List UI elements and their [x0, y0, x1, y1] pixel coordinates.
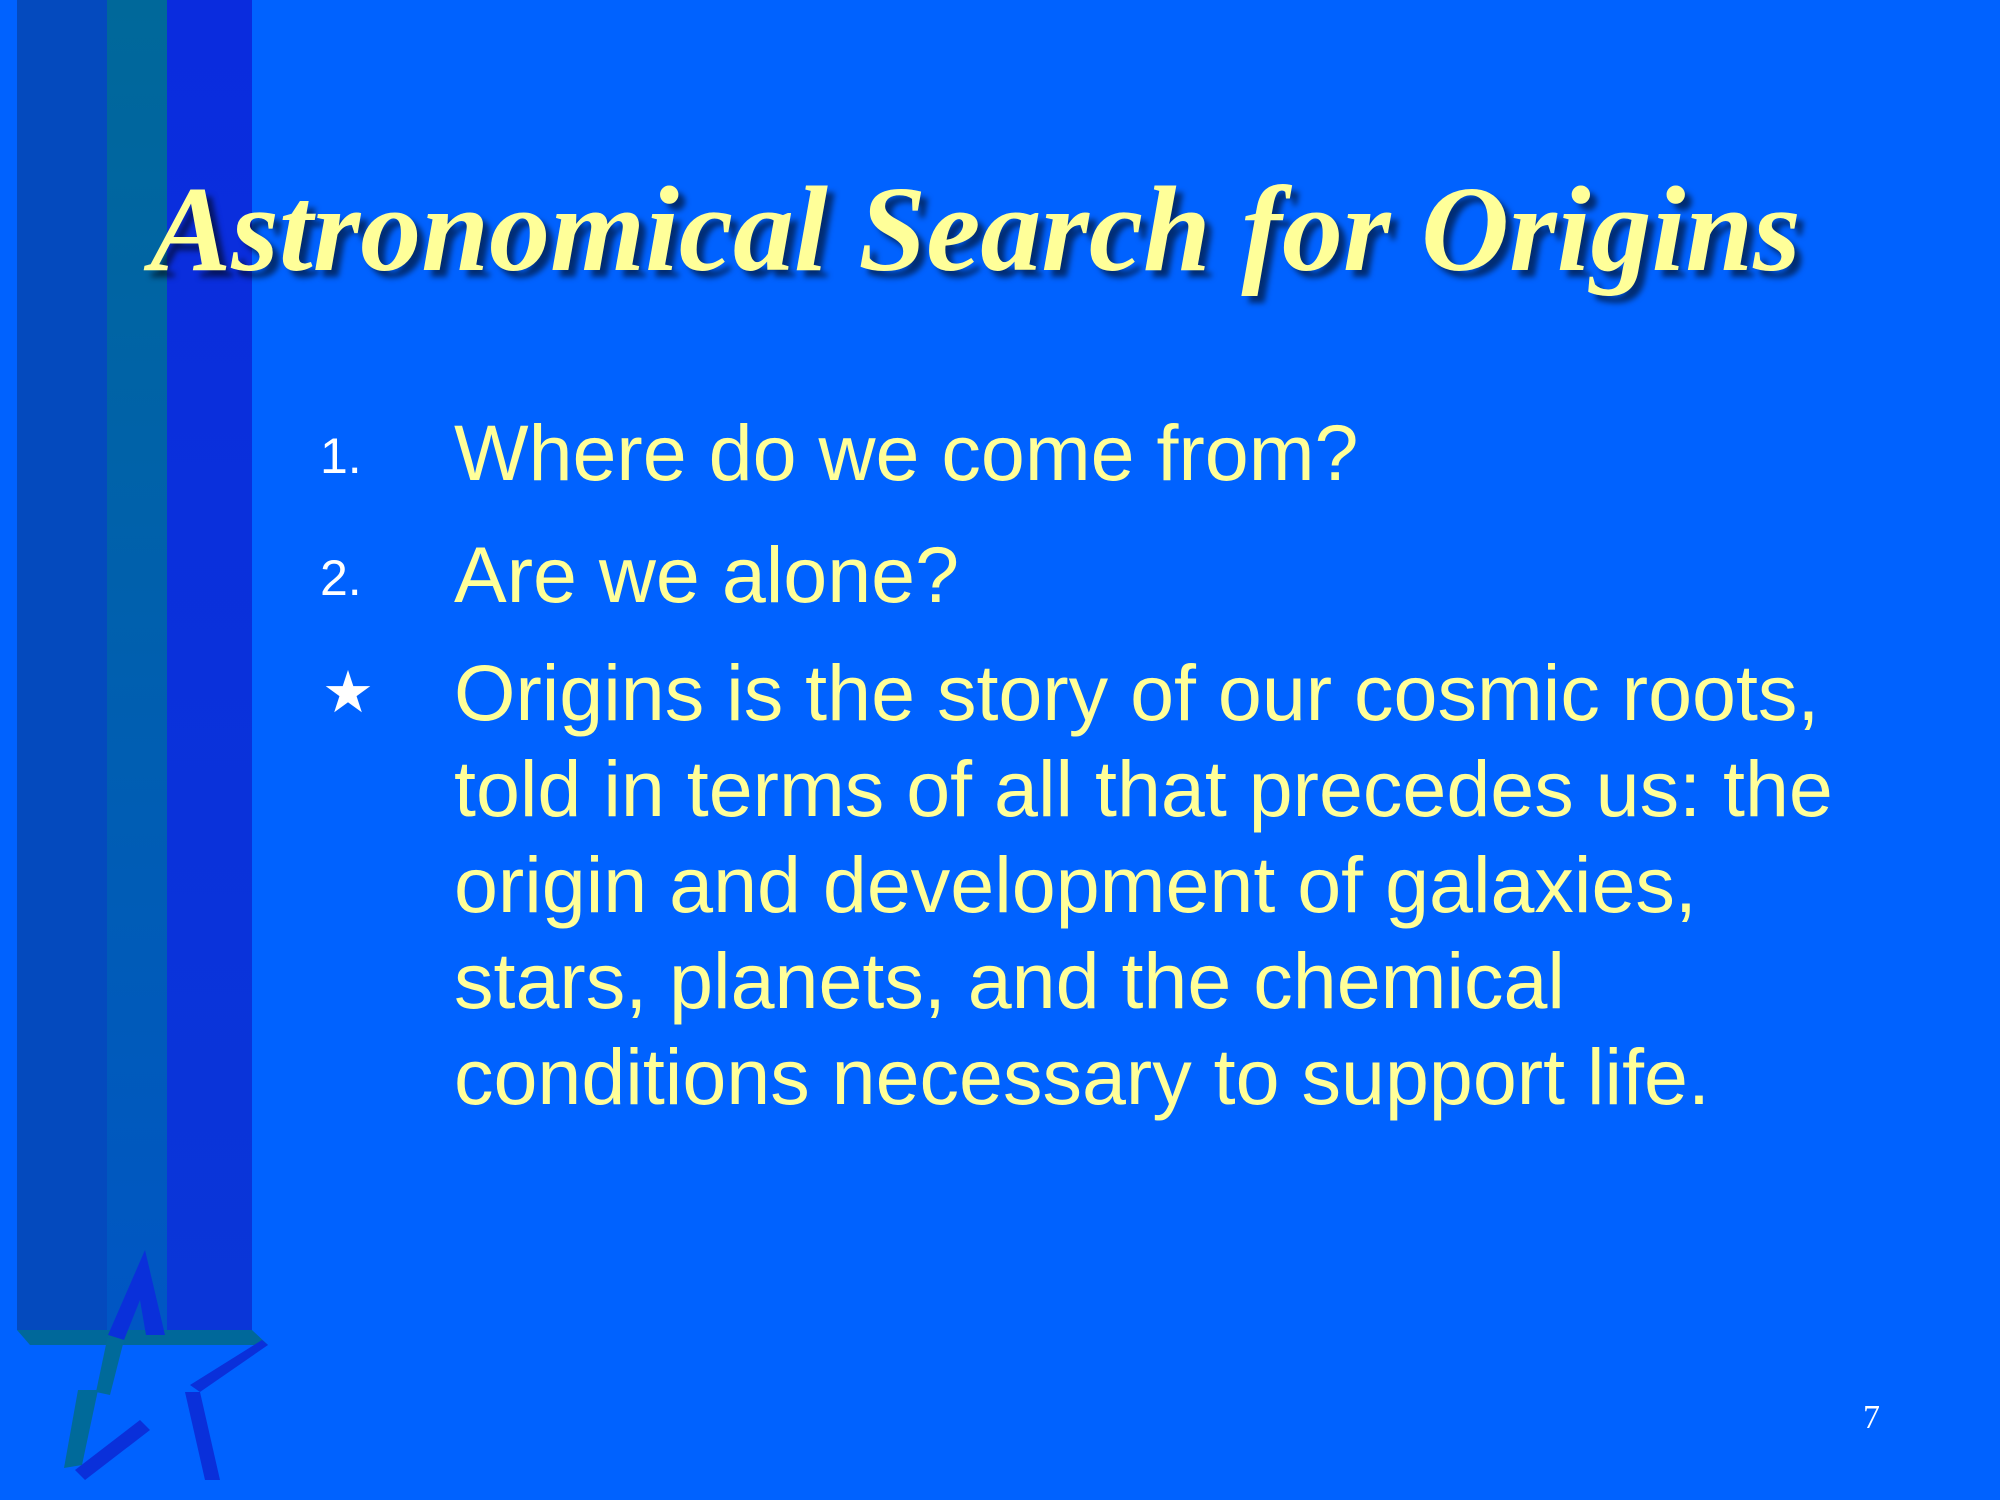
- list-item-text: Where do we come from?: [454, 408, 1359, 497]
- list-number: 1.: [320, 428, 362, 484]
- star-bullet-icon: ★: [322, 658, 374, 726]
- list-item: 1. Where do we come from?: [300, 405, 1900, 501]
- stripe-blue-2: [167, 0, 252, 1330]
- star-arm-left-shade: [96, 1335, 124, 1395]
- stripe-teal-2: [107, 0, 167, 1330]
- list-item-text: Origins is the story of our cosmic roots…: [454, 648, 1833, 1121]
- slide-title: Astronomical Search for Origins: [150, 162, 1801, 297]
- stripe-teal-1: [17, 0, 107, 1330]
- star-arm-left-lower: [75, 1420, 150, 1480]
- list-item-text: Are we alone?: [454, 530, 960, 619]
- stripe-bevel: [17, 1330, 268, 1345]
- list-number: 2.: [320, 550, 362, 606]
- list-item: 2. Are we alone?: [300, 527, 1900, 623]
- star-stripes-icon: [17, 0, 268, 1480]
- star-arm-top: [108, 1250, 165, 1340]
- star-arm-left: [64, 1390, 98, 1468]
- bullet-list: 1. Where do we come from? 2. Are we alon…: [300, 405, 1900, 1125]
- star-arm-right: [190, 1340, 268, 1392]
- page-number: 7: [1863, 1399, 1880, 1436]
- star-arm-right-lower: [185, 1392, 220, 1480]
- list-item: ★ Origins is the story of our cosmic roo…: [300, 645, 1900, 1125]
